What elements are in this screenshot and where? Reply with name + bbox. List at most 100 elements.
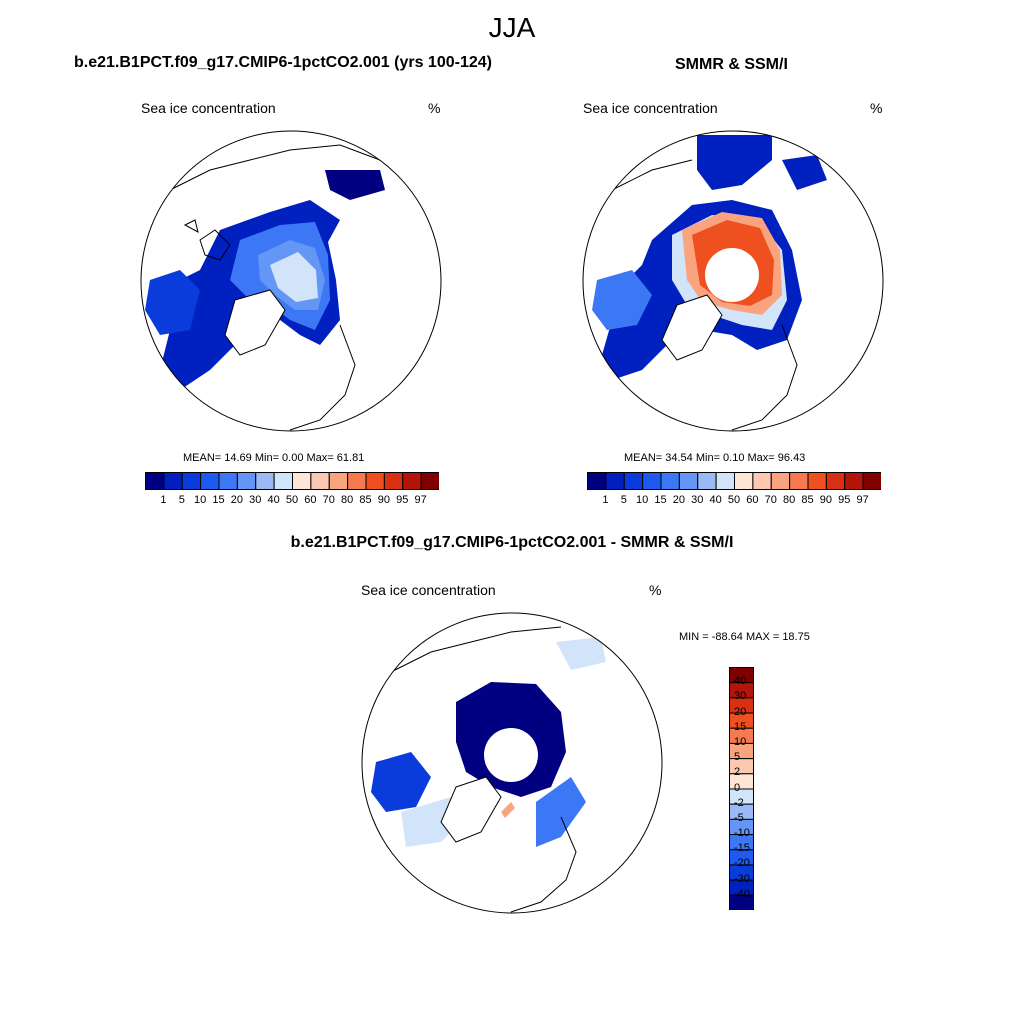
model-colorbar-tick-label: 20 [230,494,243,506]
obs-colorbar-tick-label: 60 [746,494,759,506]
obs-ice-hudson [592,270,652,330]
model-coastline-northamerica [169,144,381,191]
model-colorbar-tick-label: 15 [212,494,225,506]
model-colorbar-box [255,472,275,490]
diff-colorbar-tick-label: -2 [734,796,744,809]
obs-map [582,130,884,432]
model-colorbar-tick-label: 70 [322,494,335,506]
model-colorbar-tick-label: 85 [359,494,372,506]
obs-colorbar-tick-label: 50 [727,494,741,506]
diff-coastline-northamerica [390,626,562,673]
diff-map [361,612,663,914]
obs-colorbar-box [642,472,662,490]
diff-colorbar-tick-label: 2 [734,766,741,779]
obs-colorbar-tick-label: 40 [709,494,722,506]
model-ice-greenland-sea [325,170,385,200]
model-ice-core [270,252,318,302]
model-colorbar-tick-label: 5 [178,494,185,506]
model-ice-hudson [145,270,200,335]
obs-colorbar-box [660,472,680,490]
model-colorbar-box [365,472,385,490]
obs-colorbar-tick-label: 15 [654,494,667,506]
diff-colorbar-tick-label: -40 [734,887,750,900]
model-map [140,130,442,432]
obs-panel-title: SMMR & SSM/I [675,56,788,73]
obs-colorbar-tick-label: 97 [856,494,869,506]
model-variable-label: Sea ice concentration [141,100,276,116]
model-colorbar-tick-label: 10 [194,494,207,506]
obs-stats: MEAN= 34.54 Min= 0.10 Max= 96.43 [624,452,806,464]
obs-colorbar-box [678,472,699,490]
obs-colorbar-box [697,472,717,490]
obs-colorbar-tick-label: 70 [764,494,777,506]
diff-colorbar-tick-label: 30 [734,690,747,703]
obs-colorbar-box [623,472,644,490]
model-colorbar-box [181,472,202,490]
model-colorbar-tick-label: 40 [267,494,280,506]
obs-colorbar-box [825,472,846,490]
obs-colorbar-tick-label: 95 [838,494,851,506]
model-greenland-outline [224,289,286,356]
diff-colorbar-tick-label: -10 [734,827,750,840]
obs-colorbar-tick-label: 85 [801,494,814,506]
obs-colorbar-tick-label: 5 [620,494,627,506]
model-colorbar-box [145,472,165,490]
obs-coastline-eurasia [731,324,798,431]
diff-ice-positive [501,802,515,818]
diff-colorbar-tick-label: 0 [734,781,741,794]
model-colorbar-tick-label: 30 [249,494,262,506]
model-colorbar [145,472,439,490]
model-coastline-eurasia [289,324,356,431]
obs-colorbar-tick-label: 20 [672,494,685,506]
obs-colorbar-box [789,472,809,490]
obs-colorbar-box [770,472,791,490]
diff-pole-hole [484,728,538,782]
obs-colorbar-box [605,472,625,490]
obs-colorbar-tick-label: 1 [602,494,609,506]
diff-variable-label: Sea ice concentration [361,582,496,598]
obs-colorbar-box [752,472,772,490]
diff-colorbar-tick-label: -20 [734,857,750,870]
obs-colorbar-box [862,472,881,490]
model-colorbar-box [292,472,312,490]
obs-colorbar-tick-label: 90 [819,494,832,506]
model-colorbar-box [218,472,238,490]
obs-units-label: % [870,100,883,116]
obs-colorbar-box [734,472,754,490]
model-colorbar-box [402,472,422,490]
diff-coastline-eurasia [510,816,577,913]
diff-stats: MIN = -88.64 MAX = 18.75 [679,631,810,643]
diff-units-label: % [649,582,662,598]
diff-ice-barents [536,777,586,847]
model-colorbar-tick-label: 1 [160,494,167,506]
obs-colorbar-box [715,472,736,490]
model-colorbar-tick-label: 50 [285,494,299,506]
model-coastline-islands [183,219,231,261]
obs-colorbar-tick-label: 10 [636,494,649,506]
model-colorbar-tick-label: 60 [304,494,317,506]
diff-colorbar-tick-label: -15 [734,842,750,855]
diff-greenland-outline [440,776,502,843]
model-units-label: % [428,100,441,116]
diff-ice-hudson [371,752,431,812]
obs-greenland-outline [661,294,723,361]
diff-panel-title: b.e21.B1PCT.f09_g17.CMIP6-1pctCO2.001 - … [290,534,734,551]
diff-colorbar-box [729,894,754,910]
obs-pole-hole [705,248,759,302]
diff-colorbar-tick-label: -5 [734,811,744,824]
obs-ice-barents [782,155,827,190]
diff-colorbar-tick-label: 15 [734,720,747,733]
diff-colorbar-tick-label: 5 [734,751,741,764]
model-colorbar-box [347,472,367,490]
obs-colorbar [587,472,881,490]
obs-colorbar-box [807,472,827,490]
obs-colorbar-box [844,472,864,490]
obs-coastline-northamerica [611,159,693,191]
model-stats: MEAN= 14.69 Min= 0.00 Max= 61.81 [183,452,365,464]
model-colorbar-box [236,472,257,490]
obs-colorbar-tick-label: 30 [691,494,704,506]
diff-colorbar [729,667,754,910]
model-panel-title: b.e21.B1PCT.f09_g17.CMIP6-1pctCO2.001 (y… [74,54,492,71]
model-colorbar-tick-label: 90 [377,494,390,506]
obs-variable-label: Sea ice concentration [583,100,718,116]
